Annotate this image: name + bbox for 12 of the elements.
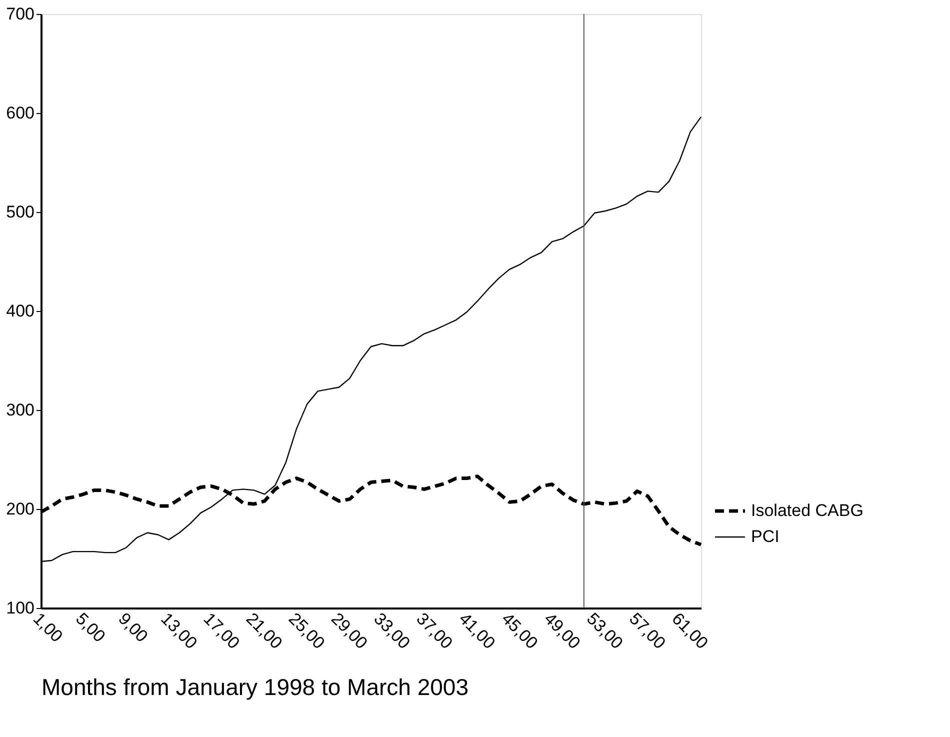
y-tick-label: 100 xyxy=(6,598,34,618)
y-tick-label: 400 xyxy=(6,302,34,320)
y-tick-label: 500 xyxy=(6,202,34,222)
y-tick-label: 700 xyxy=(6,4,34,24)
x-tick-label: 5,00 xyxy=(72,609,109,646)
y-tick-label: 200 xyxy=(6,500,34,518)
legend-label: Isolated CABG xyxy=(751,501,864,520)
y-tick-label: 300 xyxy=(6,400,34,420)
y-tick-label: 600 xyxy=(6,104,34,122)
x-axis-title: Months from January 1998 to March 2003 xyxy=(42,674,469,700)
x-tick-label: 9,00 xyxy=(114,609,152,646)
legend-label: PCI xyxy=(751,527,780,546)
